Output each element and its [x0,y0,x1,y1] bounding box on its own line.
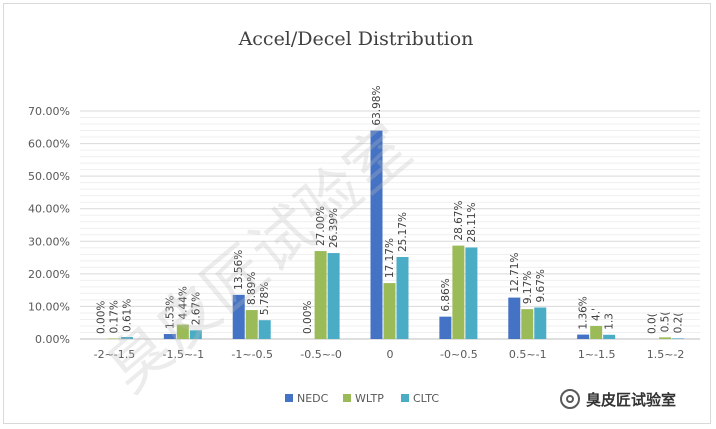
x-axis: -2~-1.5 -1.5~-1 -1~-0.5 -0.5~-0 0 -0~0.5 0.5~-… [94,348,685,361]
data-label: 26.39% [328,208,340,248]
bar-cltc [120,337,133,339]
bar-wltp [245,310,258,339]
y-tick-label: 60.00% [28,138,70,151]
bars [107,130,685,339]
y-axis: 0.00% 10.00% 20.00% 30.00% 40.00% 50.00% 60.00… [28,105,70,346]
y-tick-label: 40.00% [28,203,70,216]
bar-cltc [396,257,409,339]
bar-cltc [603,334,616,339]
y-tick-label: 10.00% [28,300,70,313]
bar-nedc [163,334,176,339]
data-label: 0.00% [302,301,314,334]
bar-cltc [258,320,271,339]
bar-nedc [370,130,383,339]
data-label: 9.17% [522,271,534,304]
data-label: 27.00% [315,206,327,246]
data-label: 63.98% [371,86,383,126]
bar-wltp [590,325,603,339]
x-tick-label: 1~-1.5 [578,348,616,361]
data-label: 0.00% [95,301,107,334]
bar-wltp [176,324,189,339]
bar-wltp [521,309,534,339]
data-label: 1.53% [164,296,176,329]
legend-label: NEDC [297,392,329,405]
y-tick-label: 30.00% [28,235,70,248]
x-tick-label: -0.5~-0 [300,348,342,361]
legend-swatch [285,394,293,402]
data-label: 9.67% [535,269,547,302]
data-label: 17.17% [384,238,396,278]
data-labels: 0.00% 0.17% 0.61% 1.53% 4.44% 2.67%13.56% 8.89… [95,86,684,334]
chart-frame [3,3,711,424]
legend: NEDC WLTP CLTC [285,392,439,405]
bar-wltp [659,337,672,339]
legend-label: WLTP [355,392,384,405]
legend-swatch [343,394,351,402]
source-badge: 臭皮匠试验室 [560,386,676,412]
data-label: 0.61% [121,299,133,332]
data-label: 25.17% [397,212,409,252]
data-label: 0.17% [108,300,120,333]
x-tick-label: -1.5~-1 [163,348,205,361]
data-label: 12.71% [509,253,521,293]
bar-wltp [383,283,396,339]
data-label: 1.3 [604,313,616,330]
bar-nedc [577,334,590,339]
bar-wltp [107,338,120,339]
data-label: 0.5( [660,312,672,333]
bar-wltp [452,245,465,339]
bar-cltc [534,307,547,339]
data-label: 13.56% [233,250,245,290]
y-tick-label: 20.00% [28,268,70,281]
data-label: 0.0( [647,313,659,334]
x-tick-label: -2~-1.5 [94,348,136,361]
x-tick-label: 0 [387,348,394,361]
x-tick-label: -1~-0.5 [231,348,273,361]
data-label: 0.2( [673,313,685,334]
x-tick-label: 0.5~-1 [509,348,547,361]
badge-text: 臭皮匠试验室 [586,390,677,409]
y-tick-label: 50.00% [28,170,70,183]
bar-cltc [672,338,685,339]
data-label: 6.86% [440,278,452,311]
data-label: 28.11% [466,202,478,242]
bar-nedc [508,297,521,339]
bar-cltc [189,330,202,339]
chart-title: Accel/Decel Distribution [238,28,474,50]
wechat-channel-icon [560,389,580,409]
bar-nedc [232,294,245,339]
y-tick-label: 70.00% [28,105,70,118]
legend-swatch [401,394,409,402]
bar-cltc [465,247,478,339]
data-label: 5.78% [259,282,271,315]
data-label: 4.' [591,308,603,321]
bar-wltp [314,251,327,339]
data-label: 28.67% [453,201,465,241]
x-tick-label: 1.5~-2 [647,348,685,361]
data-label: 1.36% [578,296,590,329]
bar-nedc [439,316,452,339]
y-tick-label: 0.00% [35,333,70,346]
data-label: 2.67% [190,292,202,325]
x-tick-label: -0~0.5 [440,348,478,361]
data-label: 8.89% [246,272,258,305]
bar-cltc [327,253,340,339]
legend-label: CLTC [413,392,439,405]
data-label: 4.44% [177,286,189,319]
